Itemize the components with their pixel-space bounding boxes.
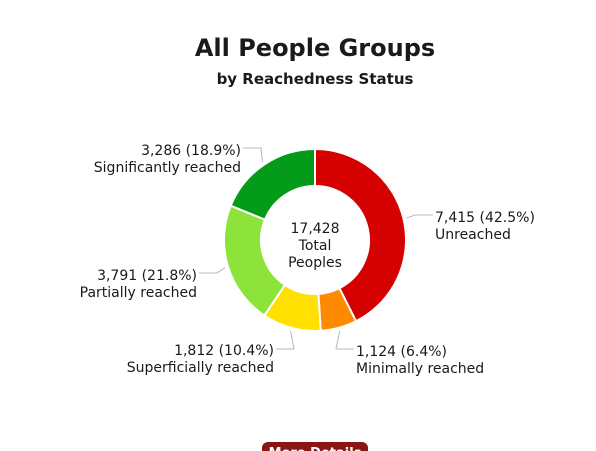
center-label-line-2: Total <box>298 238 332 254</box>
chart-subtitle: by Reachedness Status <box>216 70 414 88</box>
connector-line <box>276 330 295 350</box>
more-details-button[interactable]: More Details <box>262 442 368 451</box>
slice-value-label: 7,415 (42.5%) <box>435 210 535 226</box>
slice-value-label: 3,286 (18.9%) <box>141 143 241 159</box>
slice-significantly-reached[interactable] <box>229 147 316 221</box>
center-label-line-3: Peoples <box>288 255 342 271</box>
slice-name-label: Partially reached <box>80 285 197 301</box>
center-label-line-1: 17,428 <box>291 221 340 237</box>
connector-line <box>406 214 433 219</box>
slice-unreached[interactable] <box>314 147 407 323</box>
slice-name-label: Superficially reached <box>127 360 274 376</box>
slice-name-label: Unreached <box>435 227 511 243</box>
slice-value-label: 1,124 (6.4%) <box>356 344 447 360</box>
slice-name-label: Significantly reached <box>94 160 241 176</box>
slice-name-label: Minimally reached <box>356 361 484 377</box>
connector-line <box>335 330 354 350</box>
chart-title: All People Groups <box>194 34 436 62</box>
slice-value-label: 1,812 (10.4%) <box>174 343 274 359</box>
slice-value-label: 3,791 (21.8%) <box>97 268 197 284</box>
connector-line <box>199 267 226 274</box>
connector-line <box>243 147 264 163</box>
slice-partially-reached[interactable] <box>223 204 287 317</box>
